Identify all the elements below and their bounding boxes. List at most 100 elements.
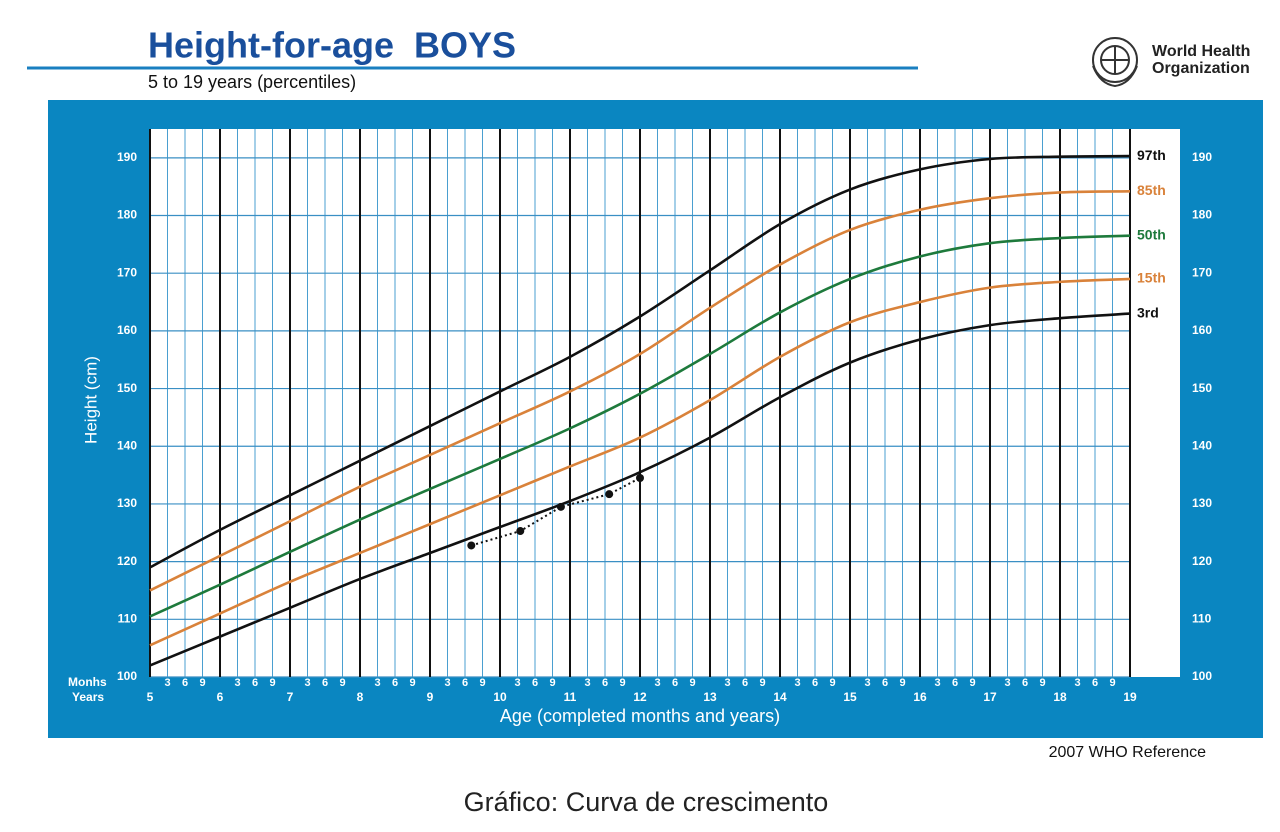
month-tick-label: 9 [689, 677, 695, 689]
month-tick-label: 9 [829, 677, 835, 689]
month-tick-label: 6 [252, 677, 258, 689]
y-tick-label: 110 [118, 611, 138, 625]
chart-subtitle: 5 to 19 years (percentiles) [148, 72, 356, 92]
x-tick-label: 12 [633, 690, 647, 704]
month-tick-label: 3 [1004, 677, 1010, 689]
month-tick-label: 6 [742, 677, 748, 689]
series-label: 3rd [1137, 304, 1159, 320]
month-tick-label: 3 [724, 677, 730, 689]
y-tick-label: 140 [117, 438, 137, 452]
chart-title: Height-for-age BOYS [148, 25, 516, 66]
month-tick-label: 3 [1074, 677, 1080, 689]
month-tick-label: 3 [444, 677, 450, 689]
months-label: Monhs [68, 675, 107, 689]
series-label: 50th [1137, 226, 1166, 242]
month-tick-label: 6 [1092, 677, 1098, 689]
measurement-point [605, 490, 614, 499]
month-tick-label: 9 [199, 677, 205, 689]
month-tick-label: 6 [462, 677, 468, 689]
month-tick-label: 9 [899, 677, 905, 689]
month-tick-label: 3 [164, 677, 170, 689]
y-tick-label-right: 150 [1192, 381, 1212, 395]
month-tick-label: 6 [532, 677, 538, 689]
x-tick-label: 6 [217, 690, 224, 704]
percentile-line [149, 234, 1131, 618]
org-name: World Health [1152, 43, 1250, 60]
month-tick-label: 9 [269, 677, 275, 689]
percentile-line [149, 277, 1131, 647]
month-tick-label: 3 [864, 677, 870, 689]
month-tick-label: 9 [1039, 677, 1045, 689]
month-tick-label: 3 [584, 677, 590, 689]
x-axis-label: Age (completed months and years) [500, 706, 780, 726]
month-tick-label: 9 [1109, 677, 1115, 689]
month-tick-label: 3 [654, 677, 660, 689]
series-label: 85th [1137, 182, 1166, 198]
month-tick-label: 6 [672, 677, 678, 689]
y-tick-label-right: 140 [1192, 438, 1212, 452]
x-tick-label: 18 [1053, 690, 1067, 704]
month-tick-label: 3 [934, 677, 940, 689]
month-tick-label: 6 [812, 677, 818, 689]
series-label: 15th [1137, 270, 1166, 286]
x-tick-label: 5 [147, 690, 154, 704]
x-tick-label: 11 [564, 690, 577, 704]
month-tick-label: 6 [602, 677, 608, 689]
y-tick-label: 100 [117, 669, 137, 683]
x-tick-label: 16 [913, 690, 927, 704]
y-tick-label: 190 [117, 150, 137, 164]
y-tick-label-right: 120 [1192, 554, 1212, 568]
y-tick-label-right: 190 [1192, 150, 1212, 164]
y-tick-label-right: 160 [1192, 323, 1212, 337]
x-tick-label: 9 [427, 690, 434, 704]
grid [149, 129, 1131, 678]
y-tick-label-right: 100 [1192, 669, 1212, 683]
y-tick-label-right: 130 [1192, 496, 1212, 510]
y-tick-label: 180 [117, 208, 137, 222]
month-tick-label: 3 [234, 677, 240, 689]
measurement-point [467, 541, 476, 550]
measurement-point [516, 527, 525, 536]
y-tick-label-right: 110 [1192, 611, 1212, 625]
month-tick-label: 6 [322, 677, 328, 689]
x-tick-label: 8 [357, 690, 364, 704]
month-tick-label: 9 [409, 677, 415, 689]
who-logo [1092, 37, 1138, 88]
measurement-point [556, 502, 565, 511]
y-tick-label: 130 [117, 496, 137, 510]
x-tick-label: 13 [703, 690, 717, 704]
y-tick-label: 120 [117, 554, 137, 568]
month-tick-label: 6 [392, 677, 398, 689]
years-label: Years [72, 690, 104, 704]
y-tick-label-right: 170 [1192, 265, 1212, 279]
y-tick-label: 170 [117, 265, 137, 279]
month-tick-label: 6 [1022, 677, 1028, 689]
plot-area [150, 129, 1180, 677]
month-tick-label: 9 [969, 677, 975, 689]
series-label: 97th [1137, 147, 1166, 163]
month-tick-label: 9 [339, 677, 345, 689]
y-tick-label: 150 [117, 381, 137, 395]
measurement-point [636, 473, 644, 482]
percentile-line [149, 312, 1131, 667]
month-tick-label: 9 [759, 677, 765, 689]
org-name: Organization [1152, 60, 1250, 77]
percentile-line [149, 154, 1131, 569]
y-axis-label: Height (cm) [81, 356, 100, 444]
x-tick-label: 19 [1123, 690, 1137, 704]
month-tick-label: 3 [514, 677, 520, 689]
month-tick-label: 6 [952, 677, 958, 689]
marks [149, 154, 1131, 667]
month-tick-label: 9 [549, 677, 555, 689]
month-tick-label: 3 [304, 677, 310, 689]
x-tick-label: 15 [843, 690, 857, 704]
month-tick-label: 9 [479, 677, 485, 689]
x-tick-label: 14 [773, 690, 787, 704]
month-tick-label: 3 [374, 677, 380, 689]
source-note: 2007 WHO Reference [1049, 744, 1207, 761]
x-tick-label: 7 [287, 690, 294, 704]
month-tick-label: 3 [794, 677, 800, 689]
month-tick-label: 9 [619, 677, 625, 689]
month-tick-label: 6 [182, 677, 188, 689]
